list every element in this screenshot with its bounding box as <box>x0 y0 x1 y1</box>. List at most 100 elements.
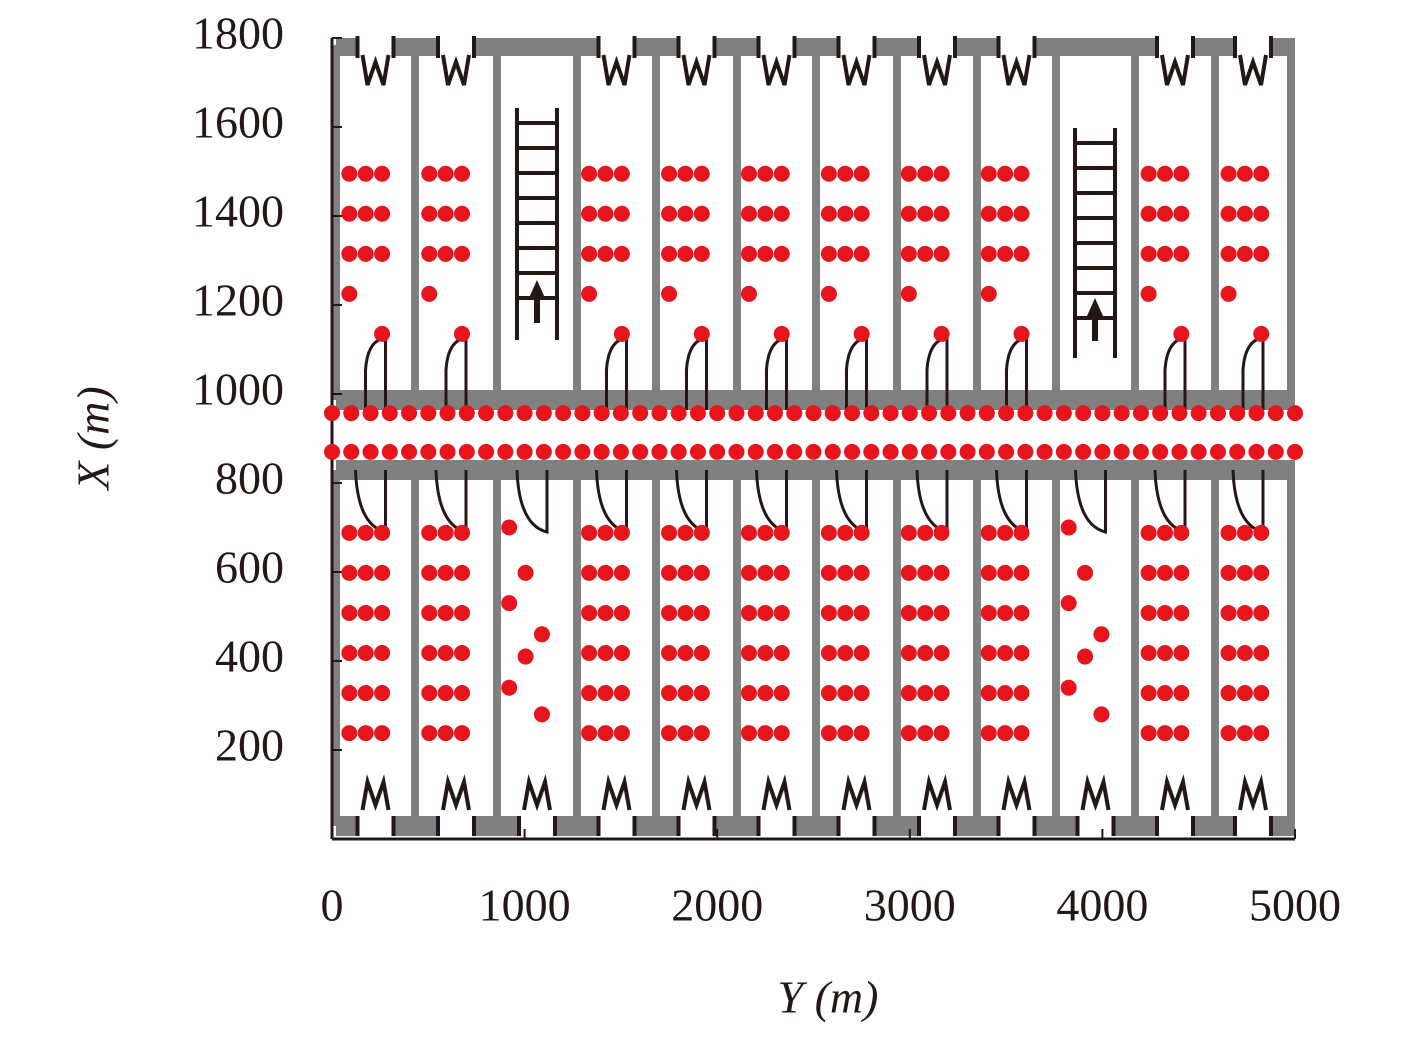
point <box>1229 405 1246 422</box>
point <box>853 524 870 541</box>
point <box>593 405 610 422</box>
point <box>900 725 917 742</box>
point <box>341 205 358 222</box>
point <box>882 443 899 460</box>
point <box>933 325 950 342</box>
point <box>740 685 757 702</box>
w-symbol <box>355 36 396 86</box>
point <box>357 165 374 182</box>
point <box>677 685 694 702</box>
lane-wall <box>411 45 419 400</box>
lane-wall <box>733 470 741 826</box>
point <box>341 524 358 541</box>
point <box>1113 405 1130 422</box>
point <box>1253 205 1270 222</box>
point <box>1140 165 1157 182</box>
point <box>1152 405 1169 422</box>
point <box>651 443 668 460</box>
point <box>1060 679 1077 696</box>
point <box>516 443 533 460</box>
point <box>980 165 997 182</box>
y-tick-label: 1800 <box>192 8 284 59</box>
point <box>1013 725 1030 742</box>
point <box>661 725 678 742</box>
arrow <box>1087 298 1103 341</box>
point <box>458 443 475 460</box>
point <box>437 564 454 581</box>
point <box>1013 245 1030 262</box>
point <box>401 443 418 460</box>
point <box>437 725 454 742</box>
point <box>900 285 917 302</box>
point <box>1209 405 1226 422</box>
point <box>805 443 822 460</box>
point <box>1253 245 1270 262</box>
lane-wall <box>812 470 820 826</box>
point <box>661 685 678 702</box>
point <box>1236 725 1253 742</box>
point <box>728 443 745 460</box>
point <box>1013 325 1030 342</box>
point <box>773 725 790 742</box>
point <box>1220 564 1237 581</box>
point <box>1156 564 1173 581</box>
point <box>597 165 614 182</box>
point <box>597 245 614 262</box>
point <box>917 725 934 742</box>
y-tick-label: 800 <box>215 453 284 504</box>
point <box>820 205 837 222</box>
point <box>1248 443 1265 460</box>
point <box>454 604 471 621</box>
entry <box>998 816 1035 838</box>
point <box>997 245 1014 262</box>
point <box>1156 205 1173 222</box>
point <box>437 245 454 262</box>
point <box>613 245 630 262</box>
point <box>820 245 837 262</box>
point <box>374 524 391 541</box>
point <box>374 604 391 621</box>
point <box>773 325 790 342</box>
point <box>757 725 774 742</box>
point <box>921 405 938 422</box>
point <box>677 725 694 742</box>
point <box>917 685 934 702</box>
point <box>997 165 1014 182</box>
point <box>381 405 398 422</box>
point <box>343 443 360 460</box>
entry <box>598 36 635 58</box>
point <box>837 604 854 621</box>
point <box>362 405 379 422</box>
point <box>1017 405 1034 422</box>
entry <box>438 816 474 838</box>
point <box>1132 443 1149 460</box>
point <box>613 524 630 541</box>
point <box>612 443 629 460</box>
entry <box>598 816 635 838</box>
point <box>677 564 694 581</box>
point <box>773 604 790 621</box>
point <box>574 443 591 460</box>
point <box>357 725 374 742</box>
point <box>517 648 534 665</box>
x-tick-label: 5000 <box>1249 880 1341 931</box>
lane-wall <box>1052 45 1060 400</box>
point <box>324 405 340 422</box>
lane-wall <box>1052 470 1060 826</box>
point <box>1140 524 1157 541</box>
point <box>837 205 854 222</box>
point <box>773 644 790 661</box>
point <box>693 604 710 621</box>
point <box>1236 604 1253 621</box>
point <box>837 165 854 182</box>
point <box>341 165 358 182</box>
point <box>439 405 456 422</box>
point <box>757 205 774 222</box>
point <box>1253 165 1270 182</box>
point <box>1013 165 1030 182</box>
point <box>341 644 358 661</box>
point <box>454 685 471 702</box>
point <box>980 205 997 222</box>
y-tick-label: 600 <box>215 542 284 593</box>
point <box>401 405 418 422</box>
